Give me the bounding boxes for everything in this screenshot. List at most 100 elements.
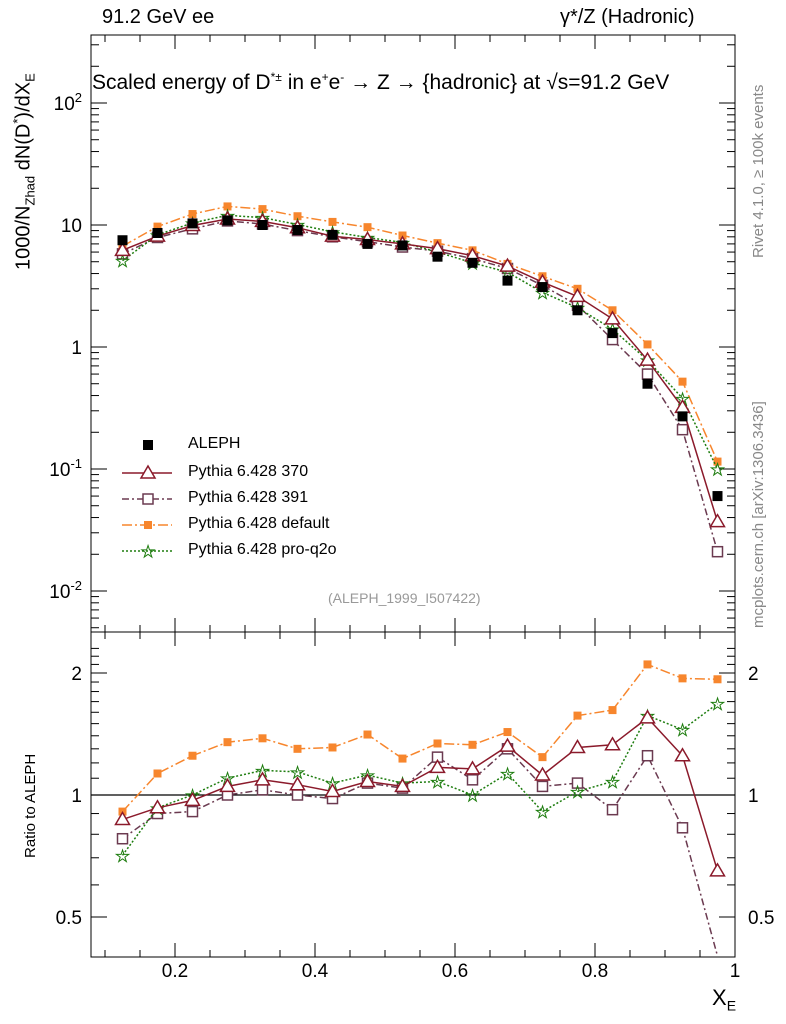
legend-item-proq2o: ★ Pythia 6.428 pro-q2o bbox=[112, 540, 372, 564]
ratio-point-p391 bbox=[641, 749, 654, 762]
x-tick-label: 0.2 bbox=[162, 961, 188, 982]
ratio-series-proq2o: ★★★★★★★★★★★★★★★★★★ bbox=[115, 696, 725, 866]
ratio-point-default bbox=[538, 753, 547, 762]
main-point-p391 bbox=[711, 545, 724, 558]
main-point-aleph bbox=[607, 328, 618, 339]
legend-item-aleph: ALEPH bbox=[112, 434, 372, 458]
reference-label: (ALEPH_1999_I507422) bbox=[328, 590, 481, 606]
ratio-line-default bbox=[121, 663, 718, 813]
x-tick-label: 0.6 bbox=[442, 961, 468, 982]
ratio-point-p391 bbox=[256, 784, 269, 796]
ratio-point-proq2o: ★ bbox=[290, 765, 304, 782]
main-point-p370 bbox=[639, 351, 656, 366]
ratio-point-default bbox=[468, 740, 477, 749]
main-y-axis-label: 1000/NZhad dN(D*)/dXE bbox=[10, 73, 38, 270]
ratio-point-p370 bbox=[639, 709, 656, 724]
ratio-line-proq2o bbox=[121, 703, 718, 856]
main-point-p370 bbox=[114, 241, 131, 257]
ratio-point-p391 bbox=[676, 822, 689, 834]
ratio-point-p370 bbox=[149, 799, 166, 814]
ratio-point-default bbox=[328, 743, 337, 752]
legend-label-p370: Pythia 6.428 370 bbox=[188, 463, 309, 480]
x-tick-label: 1 bbox=[730, 961, 741, 982]
ratio-point-p391 bbox=[536, 780, 549, 793]
ratio-point-default bbox=[643, 660, 652, 669]
main-point-aleph bbox=[572, 305, 583, 316]
ratio-point-default bbox=[153, 769, 162, 778]
y-tick-label-main: 10 bbox=[61, 216, 82, 237]
main-series-default bbox=[118, 202, 722, 466]
legend-label-default: Pythia 6.428 default bbox=[188, 515, 330, 532]
header-right: γ*/Z (Hadronic) bbox=[560, 6, 695, 28]
main-point-aleph bbox=[152, 227, 163, 238]
ratio-point-default bbox=[223, 738, 232, 747]
main-line-proq2o bbox=[122, 214, 719, 470]
ratio-point-p370 bbox=[254, 771, 271, 786]
y-tick-label-main: 1 bbox=[71, 338, 82, 359]
ratio-point-default bbox=[398, 754, 407, 763]
legend-label-aleph: ALEPH bbox=[188, 435, 241, 452]
main-point-aleph bbox=[432, 251, 443, 262]
ratio-point-proq2o: ★ bbox=[430, 774, 444, 791]
main-point-aleph bbox=[117, 235, 128, 246]
mcplots-note: mcplots.cern.ch [arXiv:1306.3436] bbox=[750, 401, 767, 628]
main-point-aleph bbox=[292, 224, 303, 235]
ratio-point-p370 bbox=[499, 737, 516, 752]
legend-item-p391: Pythia 6.428 391 bbox=[112, 488, 372, 512]
y-tick-label-ratio: 1 bbox=[71, 786, 82, 807]
ratio-point-p370 bbox=[534, 766, 551, 781]
y-tick-label-ratio-right: 1 bbox=[748, 786, 759, 807]
ratio-point-p370 bbox=[429, 758, 446, 774]
ratio-line-p391 bbox=[122, 747, 719, 957]
main-point-default bbox=[713, 457, 722, 466]
ratio-point-default bbox=[433, 739, 442, 748]
main-point-default bbox=[678, 377, 687, 386]
ratio-point-p370 bbox=[674, 747, 691, 762]
legend-item-default: Pythia 6.428 default bbox=[112, 514, 372, 538]
rivet-note: Rivet 4.1.0, ≥ 100k events bbox=[750, 84, 767, 258]
main-point-proq2o: ★ bbox=[710, 462, 724, 479]
y-tick-label-ratio: 2 bbox=[71, 664, 82, 685]
main-point-default bbox=[188, 210, 197, 219]
main-point-aleph bbox=[362, 238, 373, 249]
ratio-point-p391 bbox=[186, 805, 199, 818]
ratio-point-p391 bbox=[571, 777, 584, 789]
main-point-p370 bbox=[709, 513, 726, 528]
ratio-point-proq2o: ★ bbox=[535, 805, 549, 822]
main-point-aleph bbox=[677, 411, 688, 422]
y-tick-label-main: 10-2 bbox=[49, 578, 82, 603]
ratio-point-p370 bbox=[114, 811, 131, 826]
ratio-point-p370 bbox=[324, 783, 341, 798]
ratio-point-proq2o: ★ bbox=[710, 697, 724, 714]
legend-marker-proq2o: ★ bbox=[122, 544, 172, 562]
ratio-line-p370 bbox=[122, 716, 719, 872]
main-point-default bbox=[258, 205, 267, 214]
ratio-point-p370 bbox=[569, 738, 586, 754]
legend-marker-aleph bbox=[143, 440, 153, 450]
legend-label-p391: Pythia 6.428 391 bbox=[188, 489, 309, 506]
main-point-aleph bbox=[222, 215, 233, 226]
ratio-point-default bbox=[363, 730, 372, 739]
main-point-p370 bbox=[604, 310, 621, 325]
main-series-data bbox=[117, 215, 723, 502]
y-tick-label-ratio-right: 0.5 bbox=[748, 908, 774, 929]
ratio-point-p370 bbox=[709, 862, 726, 877]
ratio-point-p370 bbox=[394, 777, 411, 793]
ratio-point-p370 bbox=[464, 760, 481, 775]
main-point-default bbox=[223, 202, 232, 211]
main-point-aleph bbox=[712, 491, 723, 502]
ratio-point-p370 bbox=[219, 777, 236, 793]
ratio-point-default bbox=[573, 711, 582, 720]
ratio-point-proq2o: ★ bbox=[675, 723, 689, 740]
ratio-point-p391 bbox=[466, 774, 479, 786]
main-point-aleph bbox=[502, 275, 513, 286]
ratio-point-p370 bbox=[359, 772, 376, 788]
y-tick-label-ratio: 0.5 bbox=[56, 908, 82, 929]
legend-label-proq2o: Pythia 6.428 pro-q2o bbox=[188, 541, 337, 558]
legend-marker-p391 bbox=[122, 493, 172, 505]
x-axis-label: XE bbox=[712, 985, 737, 1014]
main-point-aleph bbox=[257, 220, 268, 230]
main-point-default bbox=[363, 223, 372, 232]
main-point-aleph bbox=[642, 378, 653, 389]
